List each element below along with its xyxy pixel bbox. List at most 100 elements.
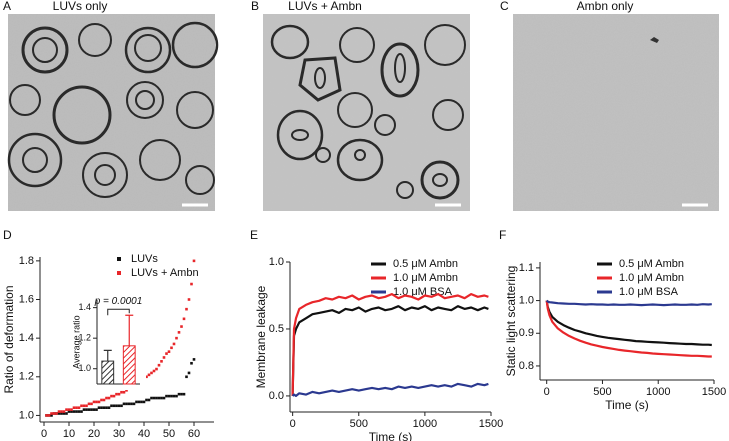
x-tick-label: 500 — [593, 386, 611, 398]
point — [167, 350, 171, 353]
x-tick-label: 50 — [163, 428, 175, 440]
point — [87, 402, 91, 406]
x-tick-label: 40 — [138, 428, 150, 440]
x-tick-label: 60 — [188, 428, 200, 440]
y-tick-label: 1.2 — [78, 333, 91, 343]
y-axis-title: Static light scattering — [504, 266, 518, 377]
point — [185, 307, 188, 311]
x-tick-label: 1500 — [702, 386, 726, 398]
point — [172, 394, 176, 398]
y-axis-title: Membrane leakage — [254, 285, 268, 388]
panel-label: B — [251, 0, 259, 13]
point — [60, 412, 63, 415]
series-line — [545, 300, 712, 347]
point — [180, 325, 183, 328]
point — [45, 414, 48, 417]
point — [122, 402, 126, 406]
point — [85, 408, 88, 411]
point — [75, 410, 78, 413]
point — [190, 361, 193, 365]
x-axis-title: Time (s) — [605, 398, 649, 412]
panel-title: LUVs + Ambn — [288, 0, 362, 13]
point — [70, 410, 73, 413]
point — [120, 390, 123, 394]
point — [60, 410, 63, 413]
y-tick-label: 1.2 — [19, 371, 34, 383]
micrograph-c — [513, 14, 719, 211]
x-tick-label: 1000 — [413, 418, 437, 430]
point — [152, 396, 156, 400]
point — [62, 410, 66, 413]
y-axis-title: Average ratio — [71, 315, 81, 368]
point — [182, 317, 186, 321]
point — [177, 392, 181, 396]
point — [110, 404, 113, 408]
point — [170, 394, 173, 398]
panel-title: LUVs only — [53, 0, 108, 13]
point — [157, 396, 161, 400]
point — [92, 400, 96, 404]
point — [95, 400, 98, 404]
point — [162, 396, 166, 400]
y-tick-label: 0.5 — [269, 323, 284, 335]
panel-label: E — [250, 228, 258, 242]
point — [175, 336, 178, 340]
point — [150, 371, 153, 375]
point — [140, 400, 143, 404]
point — [155, 396, 158, 400]
legend-marker — [117, 271, 121, 275]
legend-label: 1.0 μM BSA — [619, 286, 679, 298]
x-tick-label: 500 — [350, 418, 368, 430]
x-tick-label: 20 — [88, 428, 100, 440]
point — [165, 394, 168, 398]
panel-label: D — [3, 228, 12, 242]
point — [47, 414, 51, 417]
point — [102, 398, 106, 402]
micrograph-b — [263, 14, 470, 211]
point — [155, 367, 158, 371]
series-line — [291, 293, 489, 396]
point — [135, 400, 138, 404]
y-tick-label: 1.6 — [19, 293, 34, 305]
point — [175, 394, 178, 398]
point — [152, 369, 156, 373]
error-bar — [103, 349, 112, 362]
legend-label: LUVs + Ambn — [131, 267, 199, 279]
point — [107, 396, 111, 400]
point — [160, 396, 163, 400]
point — [150, 396, 153, 400]
point — [130, 402, 133, 406]
x-tick-label: 0 — [290, 418, 296, 430]
x-tick-label: 0 — [544, 386, 550, 398]
point — [57, 412, 61, 415]
point — [190, 282, 193, 286]
y-tick-label: 1.0 — [78, 363, 91, 373]
x-tick-label: 1000 — [646, 386, 670, 398]
point — [115, 392, 118, 396]
point — [112, 404, 116, 408]
y-tick-label: 1.4 — [78, 302, 91, 312]
point — [115, 404, 118, 408]
point — [117, 392, 121, 396]
panel-label: F — [499, 228, 506, 242]
x-axis-title: Time (s) — [369, 430, 413, 441]
series-line — [545, 299, 712, 307]
point — [97, 406, 101, 410]
y-tick-label: 0.0 — [269, 390, 284, 402]
point — [57, 410, 61, 413]
point — [67, 408, 71, 411]
point — [72, 406, 76, 410]
y-tick-label: 1.8 — [19, 255, 34, 267]
error-bar — [125, 314, 134, 346]
point — [125, 389, 128, 392]
y-tick-label: 1.0 — [269, 256, 284, 268]
micrograph-a — [7, 14, 219, 211]
point — [92, 408, 96, 411]
point — [105, 396, 108, 400]
point — [112, 394, 116, 398]
point — [95, 408, 98, 411]
point — [185, 375, 188, 379]
panel-label: A — [3, 0, 11, 13]
point — [80, 410, 83, 413]
